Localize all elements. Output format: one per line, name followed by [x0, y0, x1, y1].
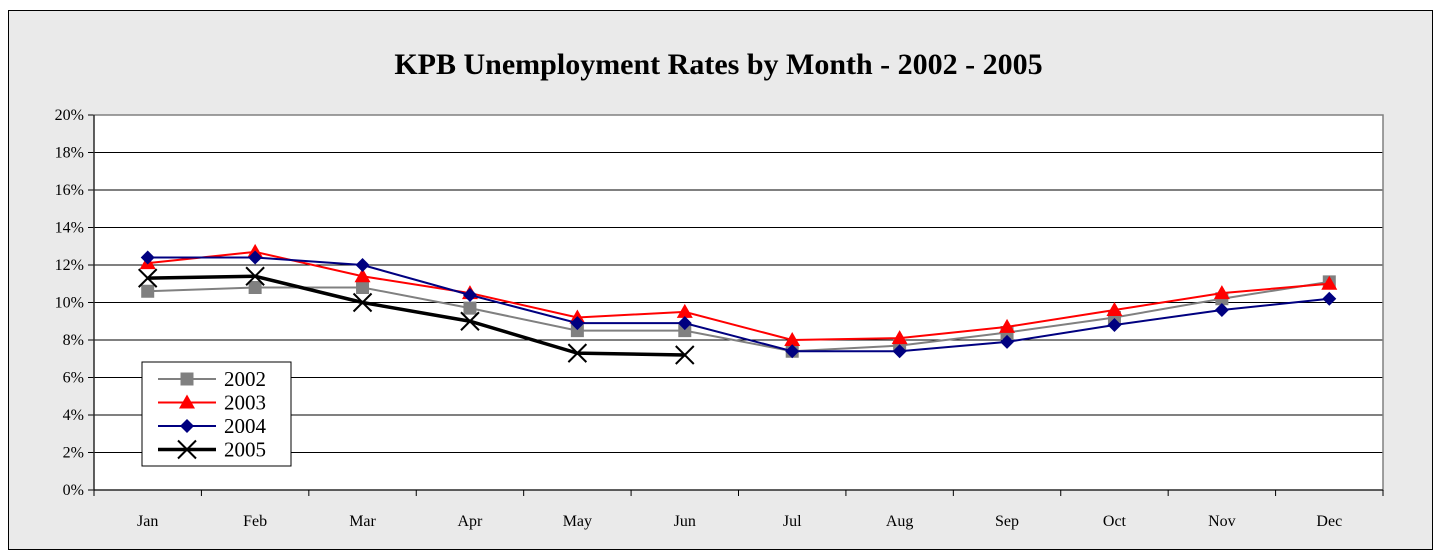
data-point-2004: [1322, 291, 1337, 306]
x-tick-label: Feb: [243, 513, 267, 530]
data-point-2003: [999, 318, 1016, 333]
y-tick-label: 4%: [63, 407, 84, 424]
data-point-2002: [248, 281, 262, 294]
y-tick-label: 18%: [55, 145, 84, 162]
x-tick-label: Jan: [137, 513, 158, 530]
data-point-2003: [784, 332, 801, 346]
data-point-2004: [1000, 334, 1015, 349]
legend-marker-2003: [179, 394, 195, 409]
legend-label-2004: 2004: [224, 414, 267, 438]
data-point-2005: [460, 311, 480, 331]
series-line-2004: [147, 256, 1330, 353]
x-tick-label: Dec: [1316, 513, 1342, 530]
data-point-2004: [570, 316, 585, 331]
x-tick-label: Aug: [886, 513, 914, 530]
x-tick-label: Sep: [995, 513, 1019, 530]
series-line-2005: [147, 274, 685, 357]
data-point-2005: [675, 345, 695, 365]
series-line-2003: [147, 250, 1330, 342]
x-tick-label: Jun: [674, 513, 696, 530]
legend-marker-2004: [180, 419, 194, 433]
data-point-2004: [677, 316, 692, 331]
y-tick-label: 10%: [55, 295, 84, 312]
legend-label-2005: 2005: [224, 438, 266, 462]
data-point-2002: [356, 281, 370, 294]
data-point-2004: [892, 344, 907, 359]
data-point-2004: [140, 250, 155, 265]
data-point-2005: [245, 266, 265, 286]
data-point-2004: [248, 250, 263, 265]
data-point-2003: [1321, 275, 1338, 290]
data-point-2003: [354, 268, 371, 283]
y-tick-label: 20%: [55, 107, 84, 124]
data-point-2004: [1107, 318, 1122, 332]
legend-label-2002: 2002: [224, 367, 266, 391]
data-point-2003: [676, 303, 693, 318]
data-point-2005: [138, 268, 158, 288]
y-tick-label: 14%: [55, 220, 84, 237]
x-tick-label: Oct: [1103, 513, 1127, 530]
x-tick-label: May: [563, 513, 592, 530]
data-point-2003: [1213, 285, 1230, 300]
data-point-2005: [352, 292, 373, 313]
x-tick-label: Jul: [783, 513, 802, 530]
x-tick-label: Mar: [349, 513, 376, 530]
legend-marker-2005: [177, 439, 197, 460]
legend-marker-2002: [180, 372, 194, 386]
data-point-2004: [462, 288, 477, 302]
x-tick-label: Nov: [1208, 513, 1236, 530]
y-tick-label: 6%: [63, 370, 84, 387]
data-point-2004: [355, 258, 370, 272]
series-line-2002: [147, 280, 1330, 353]
data-point-2003: [891, 330, 908, 345]
data-point-2002: [141, 284, 155, 298]
data-point-2005: [567, 343, 588, 363]
data-point-2004: [1214, 303, 1229, 317]
legend-label-2003: 2003: [224, 391, 266, 415]
x-tick-label: Apr: [458, 513, 484, 530]
y-tick-label: 8%: [63, 332, 84, 349]
data-point-2004: [785, 344, 800, 359]
y-tick-label: 16%: [55, 182, 84, 199]
chart-title: KPB Unemployment Rates by Month - 2002 -…: [394, 48, 1043, 81]
data-point-2002: [463, 301, 477, 315]
data-point-2003: [1106, 302, 1123, 316]
y-tick-label: 2%: [63, 445, 84, 462]
y-tick-label: 12%: [55, 257, 84, 274]
y-tick-label: 0%: [63, 482, 84, 499]
